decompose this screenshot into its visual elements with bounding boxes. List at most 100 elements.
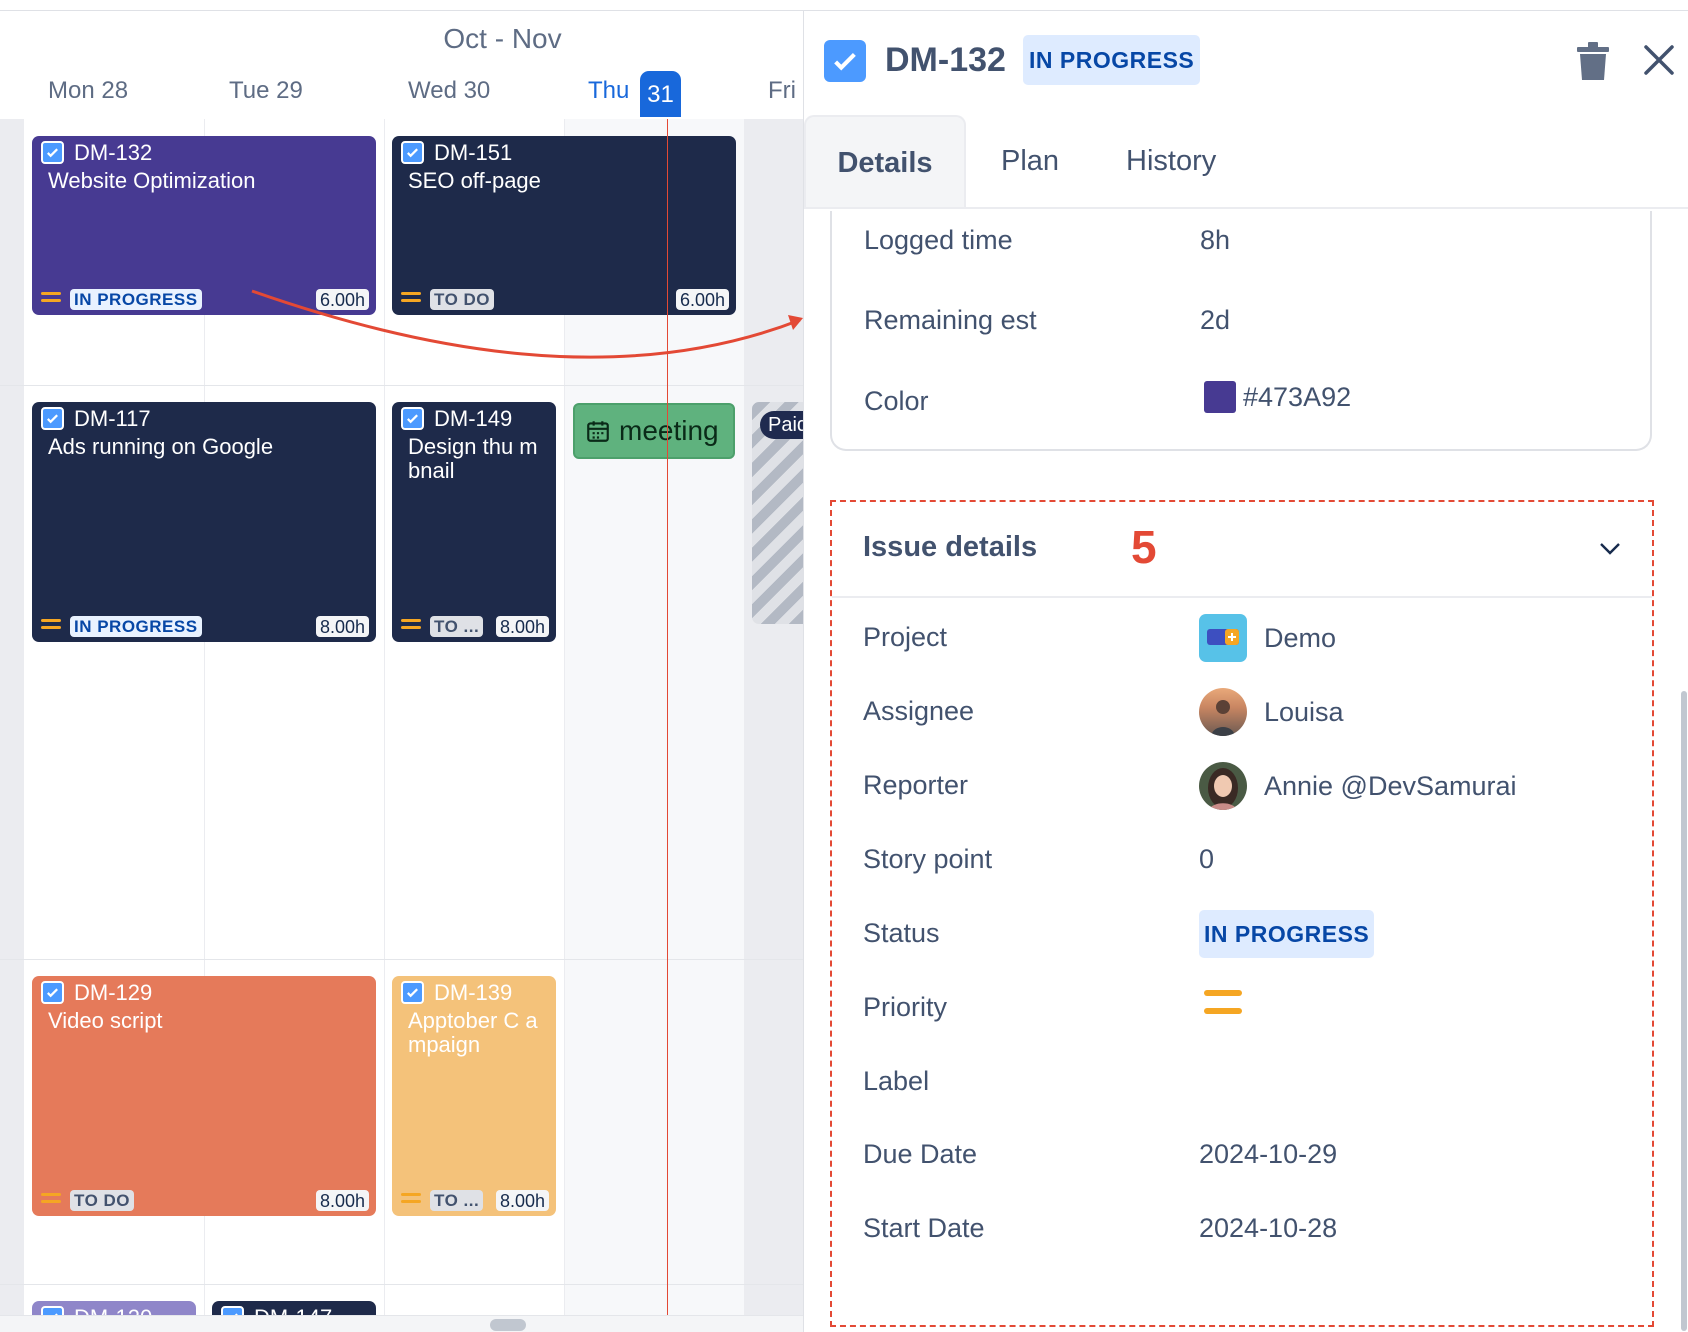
day-header-mon[interactable]: Mon 28: [48, 77, 129, 104]
priority-medium-icon: [401, 619, 421, 629]
status-badge: TO ...: [430, 616, 484, 637]
vertical-scrollbar[interactable]: [1681, 691, 1687, 1331]
status-badge: IN PROGRESS: [70, 616, 202, 637]
section-title: Issue details: [863, 531, 1038, 563]
day-header-fri[interactable]: Fri: [768, 77, 796, 104]
row-divider: [0, 1284, 803, 1285]
project-field[interactable]: Demo: [1199, 614, 1336, 662]
due-date-value[interactable]: 2024-10-29: [1199, 1139, 1338, 1169]
field-label: Status: [863, 918, 940, 948]
horizontal-scrollbar[interactable]: [0, 1315, 803, 1332]
chevron-down-icon[interactable]: [1597, 535, 1623, 561]
issue-key[interactable]: DM-132: [885, 41, 1006, 79]
field-label: Assignee: [863, 696, 975, 726]
color-value: #473A92: [1243, 381, 1352, 412]
field-label: Project: [863, 622, 948, 652]
task-title: Website Optimization: [48, 168, 256, 193]
reporter-field[interactable]: Annie @DevSamurai: [1199, 762, 1517, 810]
today-date-badge[interactable]: 31: [640, 71, 681, 117]
status-field[interactable]: IN PROGRESS: [1199, 910, 1375, 958]
time-tracking-section: Logged time 8h Remaining est 2d Color #4…: [830, 211, 1652, 451]
task-key: DM-139: [434, 980, 513, 1005]
task-key: DM-149: [434, 406, 513, 431]
issue-details-section: Issue details 5 Project Demo Assignee Lo…: [830, 500, 1654, 1327]
color-swatch: [1204, 381, 1236, 413]
day-header-tue[interactable]: Tue 29: [229, 77, 303, 104]
tab-history[interactable]: History: [1126, 145, 1217, 177]
field-label: Due Date: [863, 1139, 978, 1169]
tab-details[interactable]: Details: [804, 115, 966, 207]
tab-bar: Details Plan History: [804, 115, 1688, 209]
grid-divider: [744, 119, 745, 1316]
task-key: DM-129: [74, 980, 153, 1005]
avatar: [1199, 688, 1247, 736]
task-card[interactable]: DM-139 Apptober C ampaign TO ... 8.00h: [392, 976, 556, 1216]
grid-divider: [204, 119, 205, 1316]
field-label: Color: [864, 386, 929, 416]
annotation-arrow: [251, 289, 803, 359]
task-title: Design thu mbnail: [408, 434, 538, 483]
grid-divider: [384, 119, 385, 1316]
hours-badge: 8.00h: [495, 616, 549, 637]
row-gutter: [0, 119, 24, 1316]
task-card[interactable]: DM-117 Ads running on Google IN PROGRESS…: [32, 402, 376, 642]
task-title: Ads running on Google: [48, 434, 274, 459]
field-label: Label: [863, 1066, 930, 1096]
checkbox-icon: [41, 981, 64, 1004]
project-icon: [1199, 614, 1247, 662]
remaining-estimate-value[interactable]: 2d: [1200, 305, 1231, 335]
priority-medium-icon: [41, 619, 61, 629]
start-date-value[interactable]: 2024-10-28: [1199, 1213, 1338, 1243]
field-label: Priority: [863, 992, 948, 1022]
hours-badge: 6.00h: [675, 289, 729, 310]
row-divider: [0, 959, 803, 960]
issue-detail-panel: DM-132 IN PROGRESS Details Plan History …: [803, 11, 1688, 1332]
trash-icon[interactable]: [1576, 41, 1610, 81]
priority-medium-icon: [1204, 990, 1242, 1016]
tab-plan[interactable]: Plan: [1001, 145, 1060, 177]
top-border: [0, 10, 1688, 11]
status-badge: IN PROGRESS: [70, 289, 202, 310]
hours-badge: 8.00h: [315, 1190, 369, 1211]
day-header-thu[interactable]: Thu: [588, 77, 630, 104]
row-divider: [0, 385, 803, 386]
status-badge[interactable]: IN PROGRESS: [1023, 35, 1201, 85]
task-card[interactable]: DM-149 Design thu mbnail TO ... 8.00h: [392, 402, 556, 642]
assignee-field[interactable]: Louisa: [1199, 688, 1344, 736]
grid-divider: [564, 119, 565, 1316]
close-icon[interactable]: [1642, 43, 1676, 77]
day-header-wed[interactable]: Wed 30: [408, 77, 491, 104]
hours-badge: 6.00h: [315, 289, 369, 310]
reporter-name: Annie @DevSamurai: [1264, 770, 1517, 801]
priority-medium-icon: [41, 1193, 61, 1203]
field-label: Start Date: [863, 1213, 985, 1243]
logged-time-value[interactable]: 8h: [1200, 225, 1231, 255]
task-key: DM-151: [434, 140, 513, 165]
issue-details-header[interactable]: Issue details 5: [832, 502, 1652, 598]
leave-block[interactable]: [752, 402, 803, 624]
calendar-icon: [587, 421, 609, 442]
hours-badge: 8.00h: [315, 616, 369, 637]
paid-leave-badge: Paid: [760, 411, 803, 439]
current-time-line: [667, 119, 668, 1316]
checkbox-icon: [401, 407, 424, 430]
field-label: Remaining est: [864, 305, 1037, 335]
today-column: [565, 119, 744, 1316]
status-badge: TO ...: [430, 1190, 484, 1211]
story-point-value[interactable]: 0: [1199, 844, 1215, 874]
meeting-event[interactable]: meeting: [573, 403, 735, 459]
calendar-grid: DM-132 Website Optimization IN PROGRESS …: [0, 119, 803, 1332]
task-card[interactable]: DM-151 SEO off-page TO DO 6.00h: [392, 136, 736, 315]
task-card[interactable]: DM-132 Website Optimization IN PROGRESS …: [32, 136, 376, 315]
hours-badge: 8.00h: [495, 1190, 549, 1211]
project-name: Demo: [1264, 622, 1337, 653]
task-key: DM-132: [74, 140, 153, 165]
scrollbar-thumb[interactable]: [490, 1319, 526, 1331]
checkbox-icon: [824, 40, 866, 82]
annotation-number: 5: [1131, 521, 1157, 573]
avatar: [1199, 762, 1247, 810]
priority-field[interactable]: [1204, 990, 1242, 1016]
color-field[interactable]: #473A92: [1204, 381, 1351, 413]
task-card[interactable]: DM-129 Video script TO DO 8.00h: [32, 976, 376, 1216]
status-badge: TO DO: [430, 289, 495, 310]
